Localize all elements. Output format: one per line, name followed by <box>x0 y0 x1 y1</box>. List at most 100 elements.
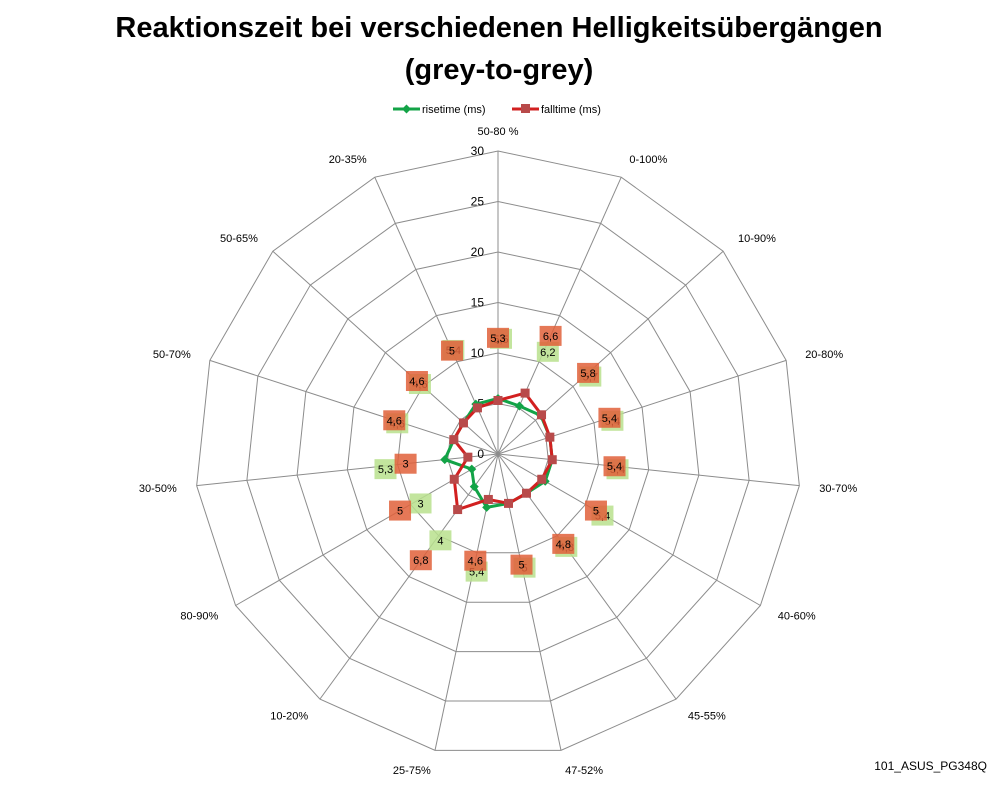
fall-point <box>483 494 493 504</box>
category-label: 50-80 % <box>478 126 519 138</box>
rise-value-label: 3 <box>417 498 423 510</box>
grid-ring <box>296 251 700 653</box>
grid-spoke <box>497 359 787 455</box>
category-label: 30-70% <box>819 483 857 495</box>
category-label: 30-50% <box>139 483 177 495</box>
fall-value-label: 5 <box>397 506 403 518</box>
radial-tick-label: 15 <box>471 296 485 310</box>
fall-value-label: 6,8 <box>413 555 428 567</box>
legend-rise-label: risetime (ms) <box>422 104 486 116</box>
category-label: 10-20% <box>270 710 308 722</box>
fall-label-bg <box>510 554 533 575</box>
rise-value-label: 5,3 <box>378 464 393 476</box>
series-lines <box>440 388 557 515</box>
fall-point <box>547 455 557 465</box>
category-label: 40-60% <box>778 611 816 623</box>
rise-label-bg <box>429 530 452 551</box>
category-label: 47-52% <box>565 765 603 777</box>
fall-label-bg <box>487 327 509 348</box>
radar-grid <box>196 150 800 751</box>
rise-value-label: 4 <box>437 535 443 547</box>
legend: risetime (ms) falltime (ms) <box>393 104 601 116</box>
category-label: 20-80% <box>805 349 843 361</box>
fall-point <box>537 410 547 420</box>
category-label: 45-55% <box>688 710 726 722</box>
fall-value-label: 4,8 <box>556 539 571 551</box>
radial-tick-labels: 051015202530 <box>471 144 485 461</box>
fall-label-bg <box>552 533 575 554</box>
fall-value-label: 5 <box>518 560 524 572</box>
fall-value-label: 5,8 <box>580 368 595 380</box>
grid-spoke <box>319 453 499 700</box>
rise-label-bg <box>374 459 397 480</box>
rise-point <box>514 401 524 411</box>
data-labels: 5,56,25,75,45,45,44,855,4435,34,64,65,45… <box>374 325 629 582</box>
fall-value-label: 4,6 <box>468 556 483 568</box>
rise-point <box>440 455 450 465</box>
grid-spoke <box>497 250 724 455</box>
fall-label-bg <box>409 550 432 571</box>
legend-fall-marker <box>521 104 530 113</box>
fall-label-bg <box>598 407 621 428</box>
rise-label-bg <box>409 493 432 514</box>
fall-value-label: 5 <box>593 506 599 518</box>
radial-tick-label: 20 <box>471 245 485 259</box>
fall-point <box>449 435 459 445</box>
fall-value-label: 4,6 <box>409 376 424 388</box>
fall-value-label: 5,4 <box>602 413 617 425</box>
rise-label-bg <box>536 341 559 362</box>
rise-point <box>469 482 479 492</box>
category-label: 0-100% <box>629 154 667 166</box>
grid-ring <box>346 301 650 603</box>
rise-point <box>482 502 492 512</box>
category-label: 50-70% <box>153 349 191 361</box>
fall-label-bg <box>584 500 607 521</box>
fall-label-bg <box>405 371 428 392</box>
fall-point <box>453 505 463 515</box>
fall-value-label: 5 <box>449 346 455 358</box>
fall-point <box>463 452 473 462</box>
fall-point <box>521 488 531 498</box>
chart-title-line-1: Reaktionszeit bei verschiedenen Helligke… <box>115 12 883 44</box>
fall-value-label: 4,6 <box>387 415 402 427</box>
grid-ring <box>397 352 599 554</box>
legend-fall-label: falltime (ms) <box>541 104 601 116</box>
fall-label-bg <box>440 340 463 361</box>
category-label: 20-35% <box>329 154 367 166</box>
category-label: 50-65% <box>220 233 258 245</box>
fall-label-bg <box>577 362 600 383</box>
chart-title-line-2: (grey-to-grey) <box>404 54 594 86</box>
fall-point <box>458 418 468 428</box>
category-labels: 50-80 % 0-100% 10-90% 20-80% 30-70% 40-60% 45-… <box>139 126 858 777</box>
fall-label-bg <box>383 410 406 431</box>
radial-tick-label: 25 <box>471 195 485 209</box>
fall-value-label: 6,6 <box>543 331 558 343</box>
model-footnote: 101_ASUS_PG348Q <box>874 759 987 773</box>
fall-label-bg <box>464 550 487 571</box>
grid-ring <box>447 402 549 504</box>
fall-value-label: 3 <box>403 459 409 471</box>
legend-rise-marker <box>402 104 411 114</box>
fall-value-label: 5,4 <box>607 461 622 473</box>
fall-label-bg <box>603 456 626 477</box>
radial-tick-label: 10 <box>471 346 485 360</box>
radial-tick-label: 0 <box>477 447 484 461</box>
fall-label-bg <box>539 325 562 346</box>
grid-ring <box>196 150 800 751</box>
radial-tick-label: 30 <box>471 144 485 158</box>
fall-label-bg <box>389 500 412 521</box>
fall-point <box>472 403 482 413</box>
fall-point <box>503 498 513 508</box>
rise-point <box>467 464 477 474</box>
fall-line <box>452 391 554 512</box>
fall-point <box>449 474 459 484</box>
fall-label-bg <box>394 453 417 474</box>
category-label: 25-75% <box>393 765 431 777</box>
fall-point <box>520 388 530 398</box>
fall-point <box>493 395 503 405</box>
rise-value-label: 6,2 <box>540 347 555 359</box>
fall-point <box>537 474 547 484</box>
category-label: 10-90% <box>738 233 776 245</box>
grid-ring <box>246 200 750 702</box>
